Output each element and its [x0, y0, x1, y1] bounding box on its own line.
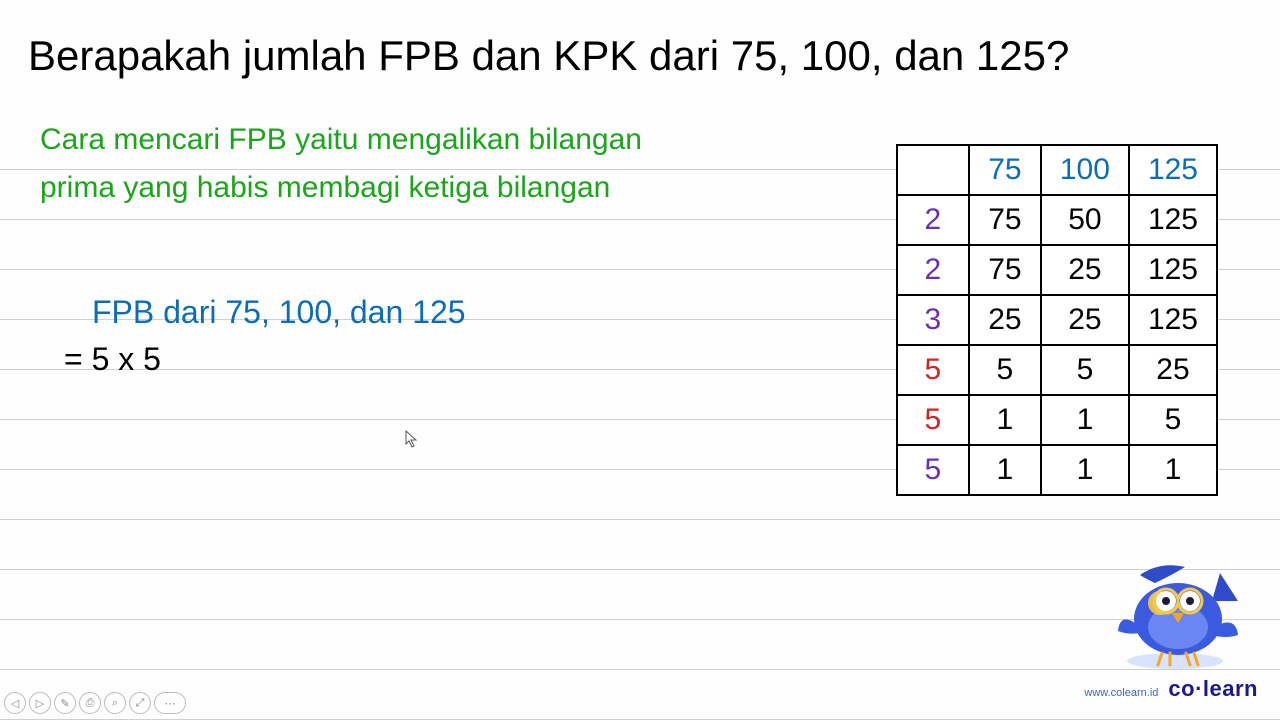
- prime-divisor-cell: 5: [897, 445, 969, 495]
- explain-line-2: prima yang habis membagi ketiga bilangan: [40, 164, 800, 212]
- table-corner: [897, 145, 969, 195]
- question-title: Berapakah jumlah FPB dan KPK dari 75, 10…: [0, 0, 1280, 98]
- quotient-cell: 125: [1129, 245, 1217, 295]
- brand-footer: www.colearn.id co·learn: [1084, 676, 1258, 702]
- quotient-cell: 125: [1129, 295, 1217, 345]
- quotient-cell: 125: [1129, 195, 1217, 245]
- prime-divisor-cell: 3: [897, 295, 969, 345]
- quotient-cell: 5: [969, 345, 1041, 395]
- quotient-cell: 1: [969, 395, 1041, 445]
- explanation-text: Cara mencari FPB yaitu mengalikan bilang…: [0, 98, 800, 212]
- table-header-cell: 75: [969, 145, 1041, 195]
- table-header-cell: 100: [1041, 145, 1129, 195]
- table-header-cell: 125: [1129, 145, 1217, 195]
- quotient-cell: 1: [1041, 395, 1129, 445]
- quotient-cell: 50: [1041, 195, 1129, 245]
- prime-factor-table: 7510012527550125275251253252512555525511…: [896, 144, 1218, 496]
- prime-divisor-cell: 2: [897, 195, 969, 245]
- prime-divisor-cell: 2: [897, 245, 969, 295]
- brand-url: www.colearn.id: [1084, 687, 1158, 699]
- toolbar-button[interactable]: ⤢: [129, 692, 151, 714]
- toolbar-button[interactable]: ✎: [54, 692, 76, 714]
- toolbar-button[interactable]: ◁: [4, 692, 26, 714]
- explain-line-1: Cara mencari FPB yaitu mengalikan bilang…: [40, 116, 800, 164]
- quotient-cell: 5: [1041, 345, 1129, 395]
- quotient-cell: 25: [1041, 245, 1129, 295]
- prime-divisor-cell: 5: [897, 395, 969, 445]
- quotient-cell: 5: [1129, 395, 1217, 445]
- brand-logo: co·learn: [1168, 676, 1258, 702]
- prime-divisor-cell: 5: [897, 345, 969, 395]
- mascot-bird-icon: [1100, 553, 1250, 678]
- toolbar-button[interactable]: ⎙: [79, 692, 101, 714]
- quotient-cell: 25: [1041, 295, 1129, 345]
- quotient-cell: 75: [969, 195, 1041, 245]
- toolbar-button[interactable]: ⌕: [104, 692, 126, 714]
- viewer-toolbar: ◁▷✎⎙⌕⤢⋯: [4, 692, 186, 714]
- quotient-cell: 1: [1041, 445, 1129, 495]
- quotient-cell: 75: [969, 245, 1041, 295]
- quotient-cell: 25: [1129, 345, 1217, 395]
- toolbar-button[interactable]: ▷: [29, 692, 51, 714]
- mouse-cursor-icon: [405, 430, 419, 453]
- quotient-cell: 1: [1129, 445, 1217, 495]
- quotient-cell: 1: [969, 445, 1041, 495]
- toolbar-button[interactable]: ⋯: [154, 692, 186, 714]
- quotient-cell: 25: [969, 295, 1041, 345]
